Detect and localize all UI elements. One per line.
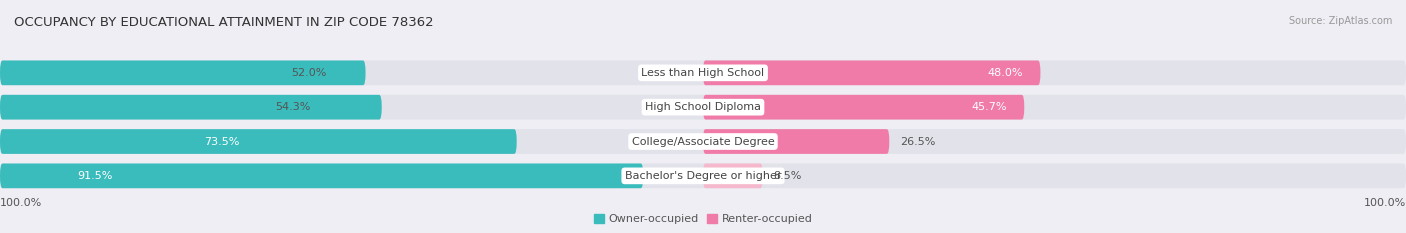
Text: 54.3%: 54.3% — [276, 102, 311, 112]
Text: Less than High School: Less than High School — [641, 68, 765, 78]
FancyBboxPatch shape — [0, 164, 644, 188]
Text: 100.0%: 100.0% — [1364, 198, 1406, 208]
Text: 48.0%: 48.0% — [987, 68, 1024, 78]
Text: 8.5%: 8.5% — [773, 171, 801, 181]
FancyBboxPatch shape — [703, 95, 1024, 120]
FancyBboxPatch shape — [0, 95, 382, 120]
Text: 73.5%: 73.5% — [204, 137, 239, 147]
Text: 100.0%: 100.0% — [0, 198, 42, 208]
FancyBboxPatch shape — [0, 61, 366, 85]
Text: OCCUPANCY BY EDUCATIONAL ATTAINMENT IN ZIP CODE 78362: OCCUPANCY BY EDUCATIONAL ATTAINMENT IN Z… — [14, 16, 433, 29]
FancyBboxPatch shape — [703, 129, 890, 154]
FancyBboxPatch shape — [703, 164, 762, 188]
FancyBboxPatch shape — [0, 129, 517, 154]
Text: College/Associate Degree: College/Associate Degree — [631, 137, 775, 147]
Text: 91.5%: 91.5% — [77, 171, 112, 181]
Text: 45.7%: 45.7% — [972, 102, 1007, 112]
Text: Source: ZipAtlas.com: Source: ZipAtlas.com — [1288, 16, 1392, 26]
FancyBboxPatch shape — [0, 61, 1406, 85]
Text: High School Diploma: High School Diploma — [645, 102, 761, 112]
FancyBboxPatch shape — [0, 95, 1406, 120]
FancyBboxPatch shape — [703, 61, 1040, 85]
FancyBboxPatch shape — [0, 129, 1406, 154]
Legend: Owner-occupied, Renter-occupied: Owner-occupied, Renter-occupied — [589, 210, 817, 229]
Text: 26.5%: 26.5% — [900, 137, 935, 147]
FancyBboxPatch shape — [0, 164, 1406, 188]
Text: Bachelor's Degree or higher: Bachelor's Degree or higher — [624, 171, 782, 181]
Text: 52.0%: 52.0% — [291, 68, 326, 78]
